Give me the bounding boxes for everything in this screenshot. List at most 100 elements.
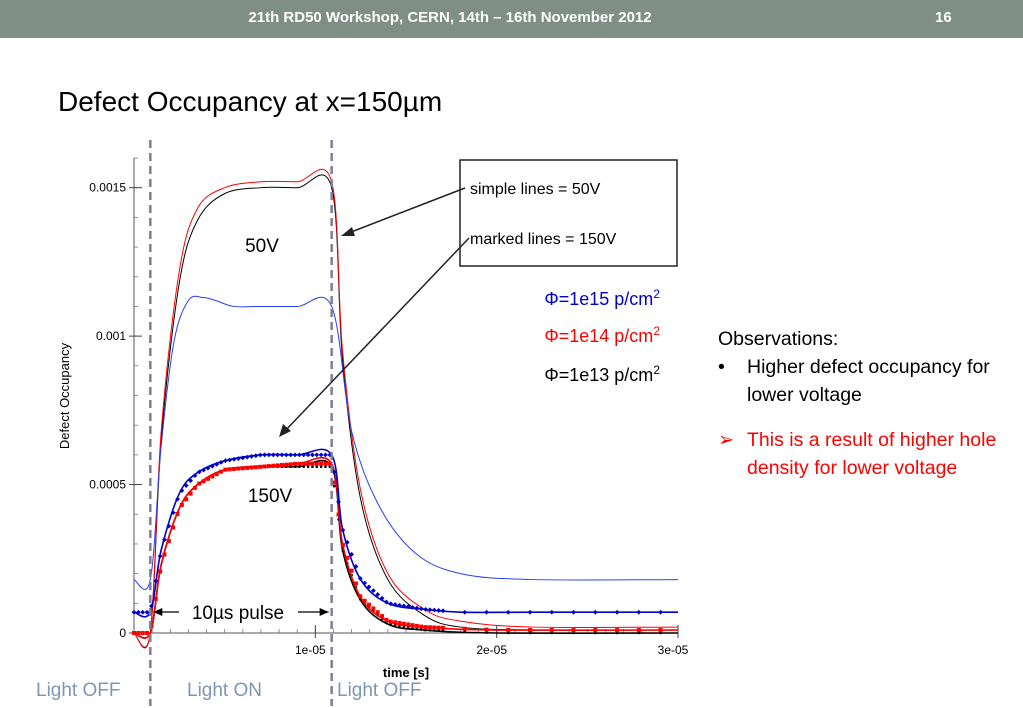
series-point-1e14 [171, 525, 176, 530]
series-point-1e14 [440, 625, 445, 630]
series-point-1e14 [388, 619, 393, 624]
series-point-1e15 [296, 452, 302, 458]
series-point-1e14 [284, 462, 289, 467]
series-point-1e14 [205, 476, 210, 481]
pulse-label: 10µs pulse [192, 603, 284, 624]
series-point-1e14 [293, 461, 298, 466]
series-point-1e13 [332, 484, 336, 488]
series-point-1e15 [270, 452, 276, 458]
series-point-1e15 [288, 452, 294, 458]
series-point-1e13 [463, 630, 467, 633]
series-point-1e15 [144, 609, 150, 615]
series-point-1e14 [332, 480, 337, 485]
series-point-1e15 [227, 457, 233, 463]
series-point-1e14 [232, 466, 237, 471]
series-point-1e15 [427, 607, 433, 613]
series-point-1e15 [305, 452, 311, 458]
series-point-1e15 [149, 603, 154, 609]
series-point-1e15 [375, 592, 381, 597]
series-point-1e15 [205, 465, 211, 471]
series-point-1e14 [306, 461, 311, 466]
fluence-legend-superscript: 2 [653, 324, 660, 338]
series-point-1e15 [231, 456, 237, 462]
series-point-1e13 [594, 631, 597, 635]
series-point-1e14 [353, 581, 358, 586]
legend-pointer-150v-arrowhead-icon [279, 424, 291, 437]
pulse-arrowhead-left-icon [153, 608, 163, 616]
series-point-1e13 [411, 626, 414, 630]
annotation-50v: 50V [245, 236, 279, 257]
slide-number: 16 [935, 9, 952, 26]
y-tick-label: 0 [119, 626, 126, 640]
y-axis-title: Defect Occupancy [57, 342, 72, 449]
y-tick-label: 0.0015 [89, 181, 126, 195]
fluence-legend-1: Φ=1e14 p/cm2 [544, 324, 660, 346]
series-point-1e13 [319, 465, 323, 469]
series-point-1e14 [197, 481, 202, 486]
series-point-1e14 [314, 461, 319, 466]
series-point-1e15 [440, 608, 446, 614]
series-point-1e15 [283, 452, 289, 458]
series-point-1e15 [253, 453, 259, 459]
series-point-1e14 [175, 511, 180, 516]
series-point-1e14 [319, 461, 324, 466]
series-point-1e15 [462, 609, 468, 615]
series-point-1e14 [153, 596, 158, 601]
series-point-1e14 [140, 631, 145, 635]
series-point-1e15 [549, 609, 555, 615]
series-point-1e15 [431, 607, 437, 613]
series-point-1e15 [357, 576, 363, 581]
legend-pointer-50v-arrowhead-icon [341, 227, 355, 236]
chart-overlay: 50V 150V 10µs pulse simple lines = 50V marke… [149, 140, 678, 706]
series-point-1e14 [593, 628, 598, 633]
observation-item-1: • Higher defect occupancy for lower volt… [718, 353, 1018, 409]
series-point-1e14 [349, 568, 354, 573]
series-point-1e14 [393, 620, 398, 625]
series-point-1e15 [249, 454, 254, 459]
header-bar: 21th RD50 Workshop, CERN, 14th – 16th No… [0, 0, 1023, 38]
pulse-arrowhead-right-icon [319, 608, 329, 616]
series-point-1e14 [201, 479, 206, 484]
series-point-1e14 [166, 539, 171, 544]
fluence-legend-superscript: 2 [653, 287, 660, 301]
series-point-1e15 [349, 551, 354, 557]
legend-marked-lines: marked lines = 150V [470, 231, 617, 248]
series-point-1e15 [188, 478, 193, 483]
y-tick-label: 0.001 [96, 329, 126, 343]
series-point-1e15 [179, 488, 185, 493]
series-point-1e15 [209, 463, 215, 469]
series-point-1e14 [227, 467, 232, 472]
series-point-1e13 [389, 623, 393, 626]
series-point-1e14 [214, 472, 219, 477]
series-line-50V-1e15 [133, 295, 679, 590]
series-point-1e15 [214, 461, 220, 467]
series-point-1e14 [271, 463, 276, 468]
series-point-1e15 [397, 602, 402, 608]
observation-item-2: ➢ This is a result of higher hole densit… [718, 426, 1018, 482]
series-point-1e15 [192, 473, 198, 478]
series-point-1e13 [550, 631, 554, 635]
series-point-1e13 [406, 626, 410, 629]
series-point-1e14 [266, 464, 271, 469]
series-point-1e14 [362, 598, 367, 603]
series-point-1e15 [262, 452, 267, 458]
light-off-label-left: Light OFF [36, 680, 121, 701]
fluence-legend-text: Φ=1e13 p/cm [544, 365, 653, 385]
series-point-1e15 [170, 510, 176, 516]
series-point-1e15 [166, 523, 172, 529]
series-point-1e15 [140, 609, 146, 615]
series-point-1e15 [196, 469, 202, 475]
x-tick-label: 3e-05 [658, 643, 689, 657]
series-point-1e15 [418, 606, 424, 612]
light-on-label: Light ON [187, 680, 262, 701]
series-point-1e13 [315, 465, 319, 469]
series-point-1e15 [218, 459, 224, 465]
series-point-1e15 [323, 452, 328, 458]
series-point-1e15 [244, 454, 250, 460]
y-tick-label: 0.0005 [89, 478, 126, 492]
series-point-1e14 [297, 461, 302, 466]
series-point-1e15 [592, 609, 598, 615]
series-point-1e15 [344, 539, 350, 545]
series-point-1e14 [462, 626, 467, 631]
series-point-1e15 [162, 537, 167, 543]
